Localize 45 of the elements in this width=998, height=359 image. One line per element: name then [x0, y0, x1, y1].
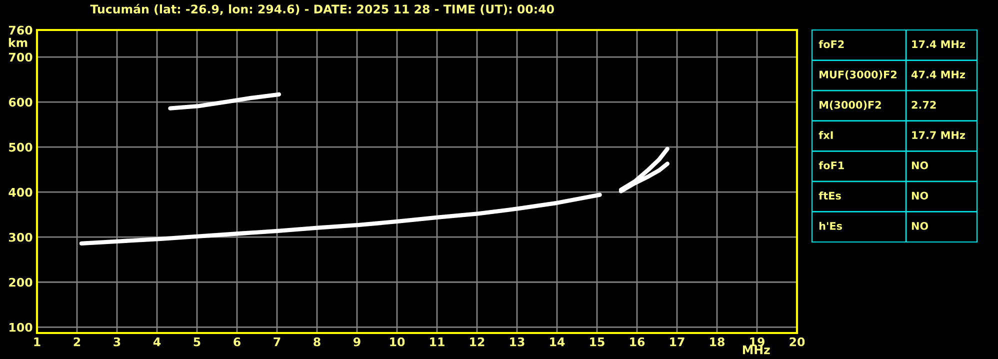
x-tick-label: 4 [153, 338, 161, 346]
text: MUF(3000)F2 [820, 70, 897, 80]
x-tick-label: 16 [630, 337, 645, 346]
text: ftEs [818, 192, 841, 200]
x-tick-label: 2 [74, 337, 80, 346]
text: fxI [818, 130, 833, 139]
x-tick-label: 7 [274, 338, 280, 346]
text: foF2 [818, 40, 844, 48]
chart-title: Tucumán (lat: -26.9, lon: 294.6) - DATE: 2025 11 28 - TIME (UT): 00:40 [90, 4, 554, 16]
x-tick-label: 6 [234, 337, 240, 346]
text: NO [912, 192, 928, 200]
x-tick-label: 12 [470, 337, 484, 346]
text: h'Es [819, 222, 842, 230]
text: M(3000)F2 [820, 100, 881, 110]
x-tick-label: 11 [430, 338, 444, 346]
x-tick-label: 17 [670, 338, 684, 346]
x-tick-label: 14 [550, 338, 565, 346]
y-tick-label: 300 [8, 232, 32, 242]
text: 2.72 [912, 100, 936, 109]
y-tick-label: 500 [9, 142, 32, 152]
x-tick-label: 8 [314, 337, 320, 346]
x-tick-label: 13 [510, 337, 524, 346]
y-tick-label: 100 [10, 322, 32, 332]
y-tick-label: 200 [9, 278, 32, 287]
text: 47.4 MHz [911, 70, 965, 78]
x-tick-label: 18 [710, 337, 724, 346]
y-axis-title: km [8, 38, 28, 47]
text: foF1 [818, 161, 844, 170]
x-tick-label: 9 [354, 337, 360, 346]
x-tick-label: 15 [590, 338, 604, 346]
x-tick-label: 5 [194, 338, 200, 346]
x-tick-label: 19 [750, 337, 764, 346]
y-tick-label: 600 [8, 98, 32, 107]
text: NO [912, 222, 928, 230]
text: 17.7 MHz [912, 131, 965, 139]
x-axis-title: MHz [742, 345, 770, 354]
text: NO [912, 161, 928, 170]
x-tick-label: 3 [114, 337, 120, 346]
text: 17.4 MHz [912, 40, 965, 48]
y-tick-label: 760 [8, 26, 32, 35]
x-tick-label: 20 [790, 337, 805, 346]
x-tick-label: 10 [390, 337, 405, 346]
x-tick-label: 1 [34, 338, 40, 346]
y-tick-label: 700 [8, 52, 32, 62]
y-tick-label: 400 [8, 188, 32, 197]
